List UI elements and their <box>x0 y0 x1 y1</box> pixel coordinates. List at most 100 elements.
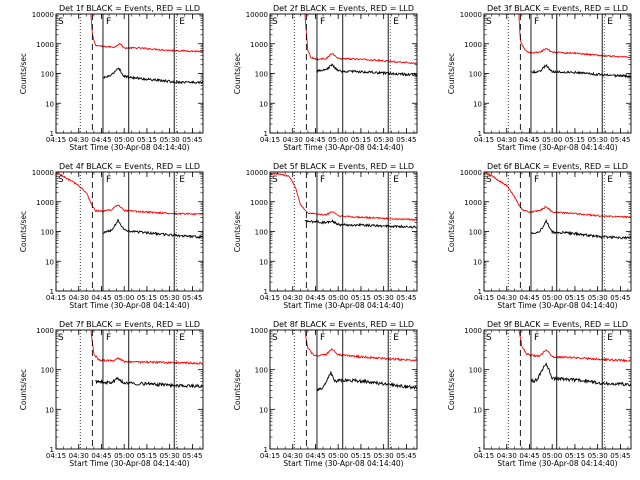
y-axis-label: Counts/sec <box>447 211 456 252</box>
plot-area <box>304 330 417 392</box>
x-tick-label: 04:15 <box>474 294 494 302</box>
x-tick-label: 05:30 <box>588 452 608 460</box>
x-tick-label: 04:45 <box>305 136 325 144</box>
x-tick-label: 05:30 <box>374 294 394 302</box>
series-lld-red <box>304 330 417 362</box>
series-events-black <box>304 219 417 229</box>
x-tick-label: 05:30 <box>160 136 180 144</box>
x-axis-label: Start Time (30-Apr-08 04:14:40) <box>283 459 403 468</box>
panel-title: Det 1f BLACK = Events, RED = LLD <box>59 4 200 13</box>
series-events-black <box>316 371 417 392</box>
x-tick-label: 04:15 <box>474 136 494 144</box>
x-tick-label: 05:45 <box>182 136 202 144</box>
y-tick-label: 1000 <box>36 327 54 335</box>
panel-title: Det 9f BLACK = Events, RED = LLD <box>487 320 628 329</box>
marker-label-e: E <box>607 333 613 343</box>
marker-label-e: E <box>607 175 613 185</box>
marker-label-s: S <box>272 175 278 185</box>
series-events-black <box>102 219 203 240</box>
marker-label-s: S <box>486 17 492 27</box>
y-tick-label: 10 <box>259 406 268 414</box>
x-tick-label: 04:30 <box>283 294 303 302</box>
plot-area <box>270 172 417 229</box>
panel-det-2: Det 2f BLACK = Events, RED = LLD S F E 1 10 10… <box>233 4 418 152</box>
x-tick-label: 05:45 <box>610 136 630 144</box>
marker-label-s: S <box>58 17 64 27</box>
x-tick-label: 05:00 <box>542 294 562 302</box>
y-tick-label: 100 <box>469 229 482 237</box>
y-tick-label: 100 <box>41 71 54 79</box>
x-tick-label: 05:45 <box>182 452 202 460</box>
y-tick-label: 1000 <box>250 41 268 49</box>
series-events-black <box>95 376 203 389</box>
y-tick-label: 10 <box>259 258 268 266</box>
y-tick-label: 1000 <box>464 41 482 49</box>
panel-title: Det 8f BLACK = Events, RED = LLD <box>273 320 414 329</box>
x-tick-label: 05:15 <box>351 294 371 302</box>
x-tick-label: 05:30 <box>160 294 180 302</box>
y-tick-label: 1000 <box>464 327 482 335</box>
panel-det-4: Det 4f BLACK = Events, RED = LLD S F E 1 10 10… <box>19 162 204 310</box>
marker-label-f: F <box>534 17 539 27</box>
panel-title: Det 3f BLACK = Events, RED = LLD <box>487 4 628 13</box>
y-tick-label: 1 <box>50 130 54 138</box>
x-tick-label: 05:00 <box>114 136 134 144</box>
y-axis-label: Counts/sec <box>233 211 242 252</box>
x-axis-label: Start Time (30-Apr-08 04:14:40) <box>69 459 189 468</box>
axes-frame <box>269 329 418 450</box>
panel-title: Det 5f BLACK = Events, RED = LLD <box>273 162 414 171</box>
y-tick-label: 1 <box>478 130 482 138</box>
x-tick-label: 04:15 <box>46 452 66 460</box>
series-events-black <box>530 218 631 240</box>
y-axis-label: Counts/sec <box>19 211 28 252</box>
marker-label-e: E <box>393 175 399 185</box>
marker-label-s: S <box>58 333 64 343</box>
x-tick-label: 04:45 <box>519 294 539 302</box>
plot-area <box>90 330 203 389</box>
x-tick-label: 04:15 <box>46 136 66 144</box>
x-tick-label: 04:15 <box>474 452 494 460</box>
x-axis-label: Start Time (30-Apr-08 04:14:40) <box>497 459 617 468</box>
x-tick-label: 04:45 <box>305 452 325 460</box>
x-axis-label: Start Time (30-Apr-08 04:14:40) <box>283 143 403 152</box>
x-tick-label: 04:45 <box>519 452 539 460</box>
y-tick-label: 10 <box>45 406 54 414</box>
x-tick-label: 05:00 <box>542 136 562 144</box>
axes-frame <box>483 13 632 134</box>
marker-label-f: F <box>534 175 539 185</box>
x-tick-label: 05:00 <box>542 452 562 460</box>
marker-label-f: F <box>534 333 539 343</box>
axes-frame <box>55 13 204 134</box>
panel-det-9: Det 9f BLACK = Events, RED = LLD S F E 1 10 10… <box>447 320 632 468</box>
y-tick-label: 1 <box>264 130 268 138</box>
series-lld-red <box>518 330 631 363</box>
y-axis-label: Counts/sec <box>447 369 456 410</box>
series-lld-red <box>270 172 417 222</box>
marker-label-s: S <box>58 175 64 185</box>
x-axis-label: Start Time (30-Apr-08 04:14:40) <box>69 301 189 310</box>
panel-title: Det 6f BLACK = Events, RED = LLD <box>487 162 628 171</box>
series-events-black <box>530 63 631 79</box>
x-tick-label: 05:30 <box>588 294 608 302</box>
y-tick-label: 1 <box>264 288 268 296</box>
x-tick-label: 05:00 <box>328 136 348 144</box>
x-tick-label: 05:45 <box>182 294 202 302</box>
y-tick-label: 100 <box>255 367 268 375</box>
x-tick-label: 04:15 <box>260 294 280 302</box>
y-tick-label: 10000 <box>460 11 482 19</box>
x-tick-label: 04:30 <box>497 136 517 144</box>
x-axis-label: Start Time (30-Apr-08 04:14:40) <box>497 143 617 152</box>
x-tick-label: 04:30 <box>69 136 89 144</box>
x-tick-label: 05:45 <box>610 452 630 460</box>
y-tick-label: 100 <box>469 71 482 79</box>
series-lld-red <box>518 14 631 59</box>
panel-det-3: Det 3f BLACK = Events, RED = LLD S F E 1 10 10… <box>447 4 632 152</box>
x-tick-label: 04:30 <box>497 452 517 460</box>
plot-area <box>304 14 417 77</box>
x-tick-label: 04:30 <box>497 294 517 302</box>
panel-title: Det 7f BLACK = Events, RED = LLD <box>59 320 200 329</box>
y-axis-label: Counts/sec <box>447 53 456 94</box>
marker-label-e: E <box>393 333 399 343</box>
panel-title: Det 2f BLACK = Events, RED = LLD <box>273 4 414 13</box>
